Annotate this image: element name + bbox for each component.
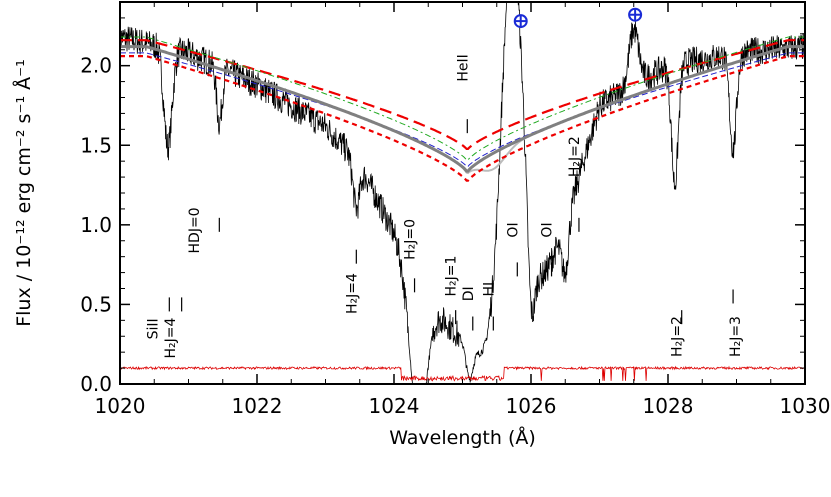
annotation-label: H₂J=3 xyxy=(728,316,744,357)
y-tick-label: 2.0 xyxy=(80,54,112,78)
earth-symbol-1 xyxy=(513,14,528,29)
x-tick-label: 1020 xyxy=(95,394,146,418)
annotation-label: HDJ=0 xyxy=(187,207,203,253)
y-tick-label: 0.0 xyxy=(80,372,112,396)
y-axis: 0.0 0.5 1.0 1.5 2.0 xyxy=(80,17,805,396)
annotation-label: DI xyxy=(461,286,477,301)
annotation-label: HI xyxy=(481,282,497,297)
earth-symbol-2 xyxy=(628,7,643,22)
y-tick-label: 1.5 xyxy=(80,133,112,157)
model-grey-line xyxy=(120,45,805,173)
annotation-label: OI xyxy=(540,222,556,237)
observed-spectrum-line xyxy=(120,2,805,384)
bound-upper-line xyxy=(120,39,805,150)
error-spectrum-line xyxy=(120,365,805,382)
annotation-label: H₂J=4 xyxy=(344,273,360,314)
annotation-label: H₂J=0 xyxy=(403,219,419,260)
x-tick-label: 1026 xyxy=(506,394,557,418)
x-tick-label: 1024 xyxy=(369,394,420,418)
y-axis-label: Flux / 10⁻¹² erg cm⁻² s⁻¹ Å⁻¹ xyxy=(12,59,35,327)
annotation-label: H₂J=2 xyxy=(670,316,686,357)
x-tick-label: 1022 xyxy=(232,394,283,418)
y-tick-label: 0.5 xyxy=(80,292,112,316)
annotation-label: HeII xyxy=(455,54,471,81)
x-tick-label: 1030 xyxy=(780,394,831,418)
y-tick-label: 1.0 xyxy=(80,213,112,237)
annotation-label: SiII xyxy=(146,318,162,339)
x-tick-label: 1028 xyxy=(643,394,694,418)
plot-area xyxy=(120,2,805,384)
model-green-line xyxy=(120,36,805,161)
x-axis: 1020 1022 1024 1026 1028 1030 xyxy=(95,2,831,418)
annotation-label: OI xyxy=(505,222,521,237)
annotation-label: H₂J=1 xyxy=(444,256,460,297)
annotation-label: H₂J=2 xyxy=(567,136,583,177)
x-axis-label: Wavelength (Å) xyxy=(389,426,536,449)
bound-lower-line xyxy=(120,54,805,182)
annotation-label: H₂J=4 xyxy=(163,318,179,359)
model-blue-line xyxy=(120,52,805,167)
